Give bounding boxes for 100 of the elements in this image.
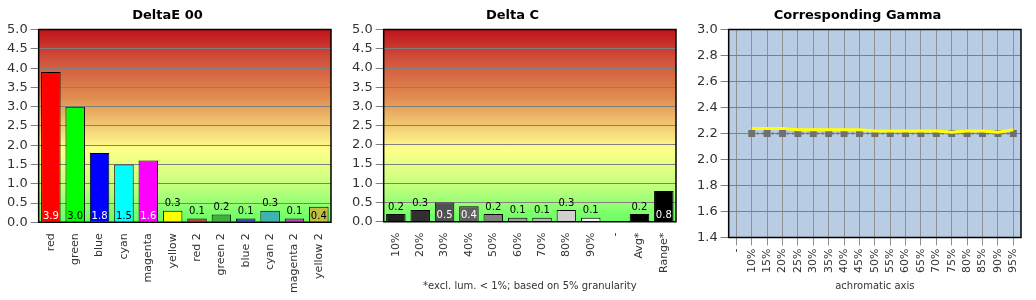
data-label: 0.1: [286, 205, 303, 217]
x-axis-title: achromatic axis: [835, 279, 915, 291]
y-tick-label: 2.2: [696, 124, 718, 140]
x-tick-label: 60%: [898, 248, 912, 273]
y-tick-label: 3.0: [351, 97, 373, 113]
data-label: 0.1: [582, 204, 599, 216]
x-tick-label: 35%: [821, 248, 835, 273]
y-tick-label: 2.6: [696, 72, 718, 88]
data-label: 1.6: [140, 209, 157, 221]
data-label: 0.1: [509, 204, 526, 216]
y-tick-label: 4.0: [351, 59, 373, 75]
x-tick-label: -: [607, 232, 621, 237]
x-tick-label: red 2: [189, 233, 203, 262]
x-tick-label: 75%: [944, 248, 958, 273]
chart-title: DeltaE 00: [132, 7, 203, 23]
data-label: 1.8: [91, 209, 108, 221]
y-tick-label: 1.5: [6, 155, 28, 171]
text: *excl. lum. < 1%; based on 5% granularity: [423, 279, 637, 291]
x-tick-label: 20%: [413, 232, 427, 258]
y-tick-label: 4.0: [6, 59, 28, 75]
x-tick-label: 45%: [852, 248, 866, 273]
data-label: 0.3: [412, 196, 429, 208]
data-label: 0.4: [460, 209, 477, 221]
x-tick-label: -: [729, 248, 743, 253]
y-tick-label: 2.5: [6, 117, 28, 133]
y-tick-label: 0.0: [6, 213, 28, 229]
x-tick-label: yellow: [165, 233, 179, 269]
x-tick-label: 60%: [510, 232, 524, 258]
data-label: 0.3: [164, 197, 181, 209]
data-label: 0.5: [436, 209, 453, 221]
x-tick-label: 80%: [960, 248, 974, 273]
data-label: 0.2: [387, 200, 404, 212]
y-tick-label: 4.5: [351, 40, 373, 56]
x-tick-label: magenta 2: [287, 233, 301, 294]
data-label: 0.2: [631, 200, 648, 212]
chart-title: Corresponding Gamma: [773, 7, 942, 23]
chart-title: Delta C: [485, 7, 540, 23]
y-tick-label: 0.0: [351, 213, 373, 229]
y-tick-label: 0.5: [351, 193, 373, 209]
y-tick-label: 3.0: [6, 98, 28, 114]
x-tick-label: green 2: [214, 233, 228, 276]
x-tick-label: 70%: [534, 232, 548, 258]
y-tick-label: 1.4: [696, 228, 718, 244]
y-tick-label: 2.0: [6, 136, 28, 152]
x-tick-label: 55%: [883, 248, 897, 273]
x-tick-label: magenta: [141, 233, 155, 283]
x-tick-label: 65%: [913, 248, 927, 273]
y-tick-label: 2.4: [696, 98, 718, 114]
x-tick-label: Range*: [656, 232, 670, 274]
x-tick-label: 85%: [975, 248, 989, 273]
x-tick-label: 10%: [388, 232, 402, 258]
x-tick-label: yellow 2: [311, 233, 325, 279]
x-tick-label: 40%: [461, 232, 475, 258]
x-tick-label: 50%: [486, 232, 500, 258]
x-tick-label: 10%: [744, 248, 758, 273]
data-label: 0.1: [189, 205, 205, 217]
x-tick-label: 40%: [836, 248, 850, 273]
x-tick-label: green: [68, 233, 82, 266]
data-label: 0.3: [558, 196, 575, 208]
x-tick-label: 90%: [990, 248, 1004, 273]
x-tick-label: blue: [92, 233, 106, 258]
data-label: 0.1: [534, 204, 550, 216]
data-label: 0.2: [485, 200, 502, 212]
x-tick-label: 30%: [806, 248, 820, 273]
y-tick-label: 2.0: [351, 136, 373, 152]
x-tick-label: cyan: [116, 233, 130, 260]
y-tick-label: 1.8: [696, 176, 718, 192]
x-tick-label: 80%: [559, 232, 573, 258]
data-label: 3.0: [67, 209, 84, 221]
y-tick-label: 1.0: [351, 174, 373, 190]
y-tick-label: 3.0: [696, 20, 718, 36]
y-tick-label: 3.5: [6, 78, 28, 94]
y-tick-label: 1.0: [6, 175, 28, 191]
y-tick-label: 5.0: [6, 20, 28, 36]
y-tick-label: 2.5: [351, 116, 373, 132]
x-tick-label: 15%: [760, 248, 773, 273]
x-tick-label: 30%: [437, 232, 451, 258]
data-label: 0.4: [310, 209, 327, 221]
y-tick-label: 4.5: [6, 40, 28, 56]
x-tick-label: 95%: [1006, 248, 1020, 273]
data-label: 3.9: [42, 209, 59, 221]
x-tick-label: 25%: [790, 248, 804, 273]
data-label: 0.3: [262, 197, 279, 209]
y-tick-label: 2.8: [696, 46, 718, 62]
x-tick-label: 90%: [583, 232, 597, 258]
y-tick-label: 0.5: [6, 194, 28, 210]
y-tick-label: 3.5: [351, 78, 373, 94]
data-label: 0.8: [655, 209, 672, 221]
x-tick-label: 50%: [867, 248, 881, 273]
y-tick-label: 1.5: [351, 155, 373, 171]
x-tick-label: red: [43, 233, 57, 252]
y-tick-label: 1.6: [696, 202, 718, 218]
x-tick-label: 20%: [775, 248, 789, 273]
data-label: 1.5: [115, 209, 132, 221]
data-label: 0.1: [237, 205, 254, 217]
data-label: 0.2: [213, 201, 230, 213]
x-tick-label: Avg*: [632, 232, 646, 259]
y-tick-label: 5.0: [351, 20, 373, 36]
y-tick-label: 2.0: [696, 150, 718, 166]
x-tick-label: 70%: [929, 248, 943, 273]
